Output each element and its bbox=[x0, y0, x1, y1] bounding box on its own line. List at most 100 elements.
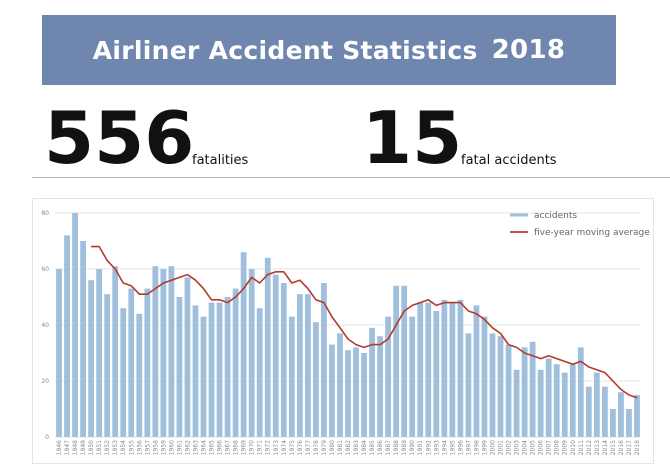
bar bbox=[240, 252, 247, 437]
x-tick-label: 1986 bbox=[377, 440, 384, 455]
bar bbox=[232, 288, 239, 437]
bar bbox=[224, 297, 231, 437]
bar bbox=[144, 288, 151, 437]
bar bbox=[337, 333, 343, 437]
x-tick-label: 1984 bbox=[361, 440, 368, 455]
bar bbox=[304, 294, 311, 437]
bar bbox=[489, 333, 496, 437]
x-tick-label: 1989 bbox=[401, 440, 408, 455]
x-tick-label: 1990 bbox=[409, 440, 416, 455]
x-tick-label: 2000 bbox=[489, 440, 496, 455]
bar bbox=[208, 302, 215, 437]
x-tick-label: 1957 bbox=[144, 440, 151, 455]
x-tick-label: 1995 bbox=[449, 440, 456, 455]
bar bbox=[433, 311, 440, 437]
x-tick-label: 1964 bbox=[201, 440, 208, 455]
bar bbox=[601, 386, 608, 437]
bar bbox=[272, 274, 279, 437]
bar bbox=[64, 235, 70, 437]
bar bbox=[361, 353, 367, 437]
bar bbox=[56, 269, 62, 437]
bar bbox=[577, 347, 584, 437]
x-tick-label: 1998 bbox=[473, 440, 480, 455]
bar bbox=[585, 386, 592, 437]
bar bbox=[401, 285, 408, 437]
x-tick-label: 1972 bbox=[265, 440, 272, 455]
x-tick-label: 1996 bbox=[457, 440, 464, 455]
bar bbox=[88, 280, 95, 437]
x-tick-label: 1968 bbox=[233, 440, 240, 455]
bar bbox=[216, 302, 223, 437]
bar bbox=[425, 302, 432, 437]
x-tick-label: 1981 bbox=[337, 440, 344, 455]
x-tick-label: 1994 bbox=[441, 440, 448, 455]
fatalities-count: 556 bbox=[44, 96, 195, 180]
x-tick-label: 1949 bbox=[80, 440, 87, 455]
x-tick-label: 2001 bbox=[498, 440, 505, 455]
bar bbox=[441, 299, 448, 437]
x-tick-label: 2009 bbox=[562, 440, 569, 455]
x-tick-label: 1962 bbox=[184, 440, 191, 455]
x-tick-label: 1960 bbox=[168, 440, 175, 455]
bar bbox=[545, 358, 552, 437]
bar bbox=[329, 344, 335, 437]
bar bbox=[521, 347, 528, 437]
x-tick-label: 2017 bbox=[626, 440, 633, 455]
title-year: 2018 bbox=[491, 35, 566, 65]
y-tick-label: 20 bbox=[41, 378, 49, 385]
x-tick-label: 1955 bbox=[128, 440, 135, 455]
x-tick-label: 1970 bbox=[249, 440, 256, 455]
moving-average-line bbox=[91, 245, 638, 399]
bar bbox=[457, 299, 464, 437]
x-tick-label: 2014 bbox=[602, 440, 609, 455]
bar bbox=[345, 350, 351, 437]
x-tick-label: 1953 bbox=[112, 440, 119, 455]
bar bbox=[200, 316, 207, 437]
x-tick-label: 1988 bbox=[393, 440, 400, 455]
bar bbox=[610, 409, 616, 437]
x-tick-label: 2010 bbox=[570, 440, 577, 455]
bar bbox=[634, 395, 640, 437]
x-tick-label: 1997 bbox=[465, 440, 472, 455]
x-tick-label: 1976 bbox=[297, 440, 304, 455]
bar bbox=[417, 302, 424, 437]
x-tick-label: 2008 bbox=[554, 440, 561, 455]
divider-line bbox=[32, 177, 670, 178]
x-tick-label: 1963 bbox=[192, 440, 199, 455]
x-tick-label: 2016 bbox=[618, 440, 625, 455]
x-tick-label: 1961 bbox=[176, 440, 183, 455]
x-tick-label: 1975 bbox=[289, 440, 296, 455]
x-tick-label: 1951 bbox=[96, 440, 103, 455]
bar bbox=[481, 316, 488, 437]
x-tick-label: 2004 bbox=[522, 440, 529, 455]
bar bbox=[296, 294, 303, 437]
bar bbox=[465, 333, 472, 437]
x-tick-label: 2012 bbox=[586, 440, 593, 455]
legend-accidents-label: accidents bbox=[534, 211, 577, 221]
x-tick-label: 1991 bbox=[417, 440, 424, 455]
bar bbox=[321, 283, 327, 437]
x-tick-label: 1954 bbox=[120, 440, 127, 455]
bar bbox=[168, 266, 175, 437]
bar bbox=[112, 266, 119, 437]
x-tick-label: 2006 bbox=[538, 440, 545, 455]
bar bbox=[529, 341, 536, 437]
legend-average-label: five-year moving average bbox=[534, 228, 650, 238]
chart-panel: 0 20 40 60 80 1946 1947 1948 1949 1950 1951 1952 195… bbox=[32, 198, 654, 464]
x-tick-label: 1974 bbox=[281, 440, 288, 455]
fatal-accidents-count: 15 bbox=[362, 96, 463, 180]
x-tick-label: 1987 bbox=[385, 440, 392, 455]
bar bbox=[192, 305, 199, 437]
bar bbox=[473, 305, 480, 437]
bar bbox=[313, 322, 319, 437]
bar bbox=[618, 392, 624, 437]
bar bbox=[553, 364, 560, 437]
bar bbox=[152, 266, 159, 437]
x-tick-label: 1969 bbox=[241, 440, 248, 455]
title-banner: Airliner Accident Statistics 2018 bbox=[42, 15, 616, 85]
bar bbox=[160, 269, 167, 437]
y-tick-label: 40 bbox=[41, 322, 49, 329]
bar bbox=[96, 269, 103, 437]
bar bbox=[176, 297, 183, 437]
